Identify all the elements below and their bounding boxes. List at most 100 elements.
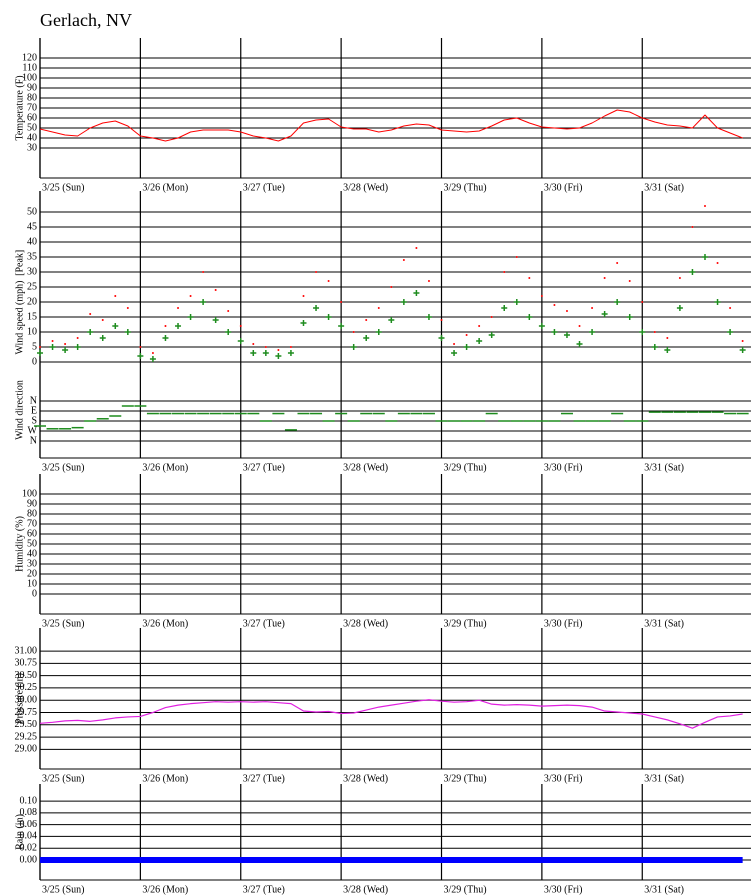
wind-avg-point: [601, 311, 608, 317]
x-tick-label: 3/31 (Sat): [644, 773, 684, 784]
y-tick-label: 20: [27, 296, 37, 307]
wind-peak-point: [440, 319, 443, 321]
x-tick-label: 3/30 (Fri): [544, 182, 583, 193]
x-tick-label: 3/26 (Mon): [142, 182, 188, 193]
wind-avg-point: [49, 344, 56, 350]
y-tick-label: 70: [27, 518, 37, 529]
wind-peak-point: [264, 346, 267, 348]
y-tick-label: 30.00: [15, 695, 38, 706]
x-tick-label: 3/28 (Wed): [343, 773, 388, 784]
wind-avg-point: [187, 314, 194, 320]
wind-avg-point: [149, 356, 156, 362]
y-tick-label: 80: [27, 508, 37, 519]
x-tick-label: 3/28 (Wed): [343, 462, 388, 473]
x-tick-label: 3/26 (Mon): [142, 462, 188, 473]
wind-peak-point: [666, 337, 669, 339]
wind-avg-point: [300, 320, 307, 326]
y-tick-label: 50: [27, 538, 37, 549]
y-tick-label: 60: [27, 528, 37, 539]
y-tick-label: 40: [27, 132, 37, 143]
y-tick-label: 0.00: [20, 854, 38, 865]
wind-peak-point: [691, 226, 694, 228]
wind-avg-point: [526, 314, 533, 320]
y-tick-label: 10: [27, 578, 37, 589]
y-tick-label: 110: [22, 62, 37, 73]
wind-avg-point: [175, 323, 182, 329]
x-tick-label: 3/30 (Fri): [544, 773, 583, 784]
wind-peak-point: [315, 271, 318, 273]
wind-avg-point: [237, 338, 244, 344]
data-line: [39, 109, 743, 142]
wind-peak-point: [39, 346, 41, 348]
x-tick-label: 3/30 (Fri): [544, 462, 583, 473]
y-tick-label: 30.25: [15, 682, 38, 693]
wind-avg-point: [62, 347, 69, 353]
x-tick-label: 3/27 (Tue): [243, 773, 285, 784]
wind-avg-point: [463, 344, 470, 350]
wind-avg-point: [576, 341, 583, 347]
y-tick-label: W: [28, 425, 38, 436]
y-tick-label: 30: [27, 142, 37, 153]
wind-avg-point: [538, 323, 545, 329]
x-tick-label: 3/27 (Tue): [243, 618, 285, 629]
y-tick-label: 50: [27, 206, 37, 217]
y-tick-label: 40: [27, 236, 37, 247]
wind-peak-point: [101, 319, 104, 321]
wind-peak-point: [465, 334, 468, 336]
wind-peak-point: [427, 280, 430, 282]
y-tick-label: 0.04: [20, 831, 38, 842]
x-tick-label: 3/25 (Sun): [42, 773, 85, 784]
y-tick-label: 80: [27, 92, 37, 103]
y-tick-label: 15: [27, 311, 37, 322]
wind-avg-point: [200, 299, 207, 305]
wind-peak-point: [64, 343, 67, 345]
wind-avg-point: [614, 299, 621, 305]
x-tick-label: 3/25 (Sun): [42, 182, 85, 193]
wind-avg-point: [425, 314, 432, 320]
y-tick-label: 45: [27, 221, 37, 232]
x-tick-label: 3/31 (Sat): [644, 182, 684, 193]
y-tick-label: 100: [22, 488, 37, 499]
y-axis-title: Temperature (F): [14, 75, 25, 140]
wind-avg-point: [501, 305, 508, 311]
wind-avg-point: [563, 332, 570, 338]
data-line: [39, 699, 743, 729]
wind-avg-point: [438, 335, 445, 341]
y-axis-title: Wind speed (mph): [14, 281, 25, 355]
wind-peak-point: [503, 271, 506, 273]
y-tick-label: 120: [22, 52, 37, 63]
y-tick-label: 90: [27, 82, 37, 93]
wind-peak-point: [641, 301, 644, 303]
wind-peak-point: [703, 205, 706, 207]
wind-peak-point: [302, 295, 305, 297]
x-tick-label: 3/31 (Sat): [644, 462, 684, 473]
wind-avg-point: [413, 290, 420, 296]
wind-peak-point: [289, 346, 292, 348]
wind-peak-point: [565, 310, 568, 312]
wind-peak-point: [76, 337, 79, 339]
x-tick-label: 3/28 (Wed): [343, 884, 388, 895]
y-tick-label: 29.00: [15, 744, 38, 755]
wind-avg-point: [325, 314, 332, 320]
wind-peak-point: [741, 340, 744, 342]
y-tick-label: 25: [27, 281, 37, 292]
x-tick-label: 3/29 (Thu): [444, 618, 487, 629]
wind-peak-point: [528, 277, 531, 279]
x-tick-label: 3/27 (Tue): [243, 182, 285, 193]
y-tick-label: 0.08: [20, 807, 38, 818]
wind-peak-point: [114, 295, 117, 297]
wind-avg-point: [262, 350, 269, 356]
y-tick-label: 31.00: [15, 645, 38, 656]
wind-avg-point: [74, 344, 81, 350]
wind-avg-point: [388, 317, 395, 323]
wind-avg-point: [727, 329, 734, 335]
wind-peak-point: [678, 277, 681, 279]
wind-peak-point: [189, 295, 192, 297]
wind-avg-point: [99, 335, 106, 341]
wind-avg-point: [112, 323, 119, 329]
wind-avg-point: [701, 254, 708, 260]
wind-peak-point: [591, 307, 594, 309]
y-tick-label: 0: [32, 588, 37, 599]
y-tick-label: 70: [27, 102, 37, 113]
